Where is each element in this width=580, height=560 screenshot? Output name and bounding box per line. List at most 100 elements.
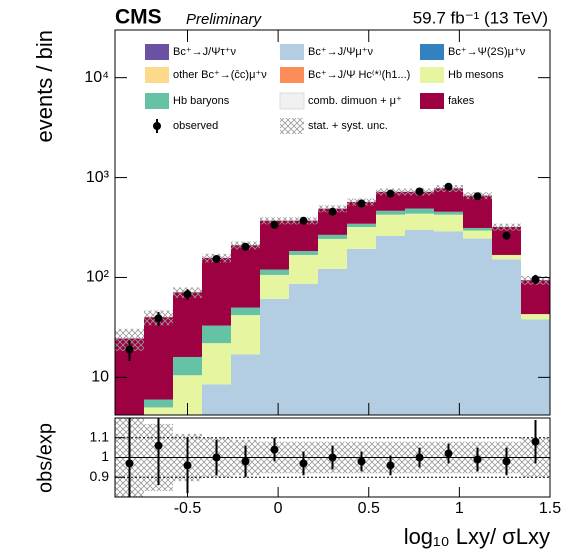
ratio-point — [502, 457, 511, 466]
main-plot — [115, 182, 550, 415]
y-tick-label: 10² — [86, 269, 110, 286]
stack-bar — [463, 227, 492, 231]
stack-bar — [492, 259, 521, 415]
legend: Bc⁺→J/Ψτ⁺ν Bc⁺→J/Ψμ⁺ν Bc⁺→Ψ(2S)μ⁺ν other Bc… — [145, 44, 526, 134]
ratio-point — [473, 455, 482, 464]
y-tick-label: 10³ — [86, 169, 110, 186]
stack-bar — [376, 191, 405, 211]
x-tick-label: 0 — [274, 500, 283, 517]
stack-bar — [376, 214, 405, 237]
stack-bar — [492, 226, 521, 255]
uncertainty-band — [115, 328, 144, 351]
stack-bar — [434, 211, 463, 215]
stack-bar — [173, 356, 202, 376]
preliminary-label: Preliminary — [186, 11, 263, 28]
legend-label: comb. dimuon + μ⁺ — [308, 95, 402, 107]
stack-bar — [318, 238, 347, 269]
observed-point — [328, 207, 337, 216]
observed-point — [473, 192, 482, 201]
stack-bar — [202, 343, 231, 385]
legend-label: other Bc⁺→(c̄c)μ⁺ν — [173, 69, 267, 81]
ratio-point — [212, 453, 221, 462]
stack-bar — [405, 208, 434, 214]
legend-label: Bc⁺→Ψ(2S)μ⁺ν — [448, 46, 526, 58]
y-tick-label: 10 — [91, 369, 109, 386]
stack-bar — [289, 254, 318, 285]
ratio-y-tick-label: 1.1 — [90, 428, 110, 444]
ratio-point — [531, 437, 540, 446]
observed-point — [386, 189, 395, 198]
stack-bar — [231, 354, 260, 415]
observed-point — [212, 255, 221, 264]
observed-point — [270, 220, 279, 229]
legend-marker — [153, 122, 161, 130]
legend-swatch — [420, 44, 444, 60]
legend-swatch — [145, 93, 169, 109]
stack-bar — [521, 319, 550, 415]
main-frame — [114, 29, 551, 416]
stack-bar — [202, 257, 231, 326]
stack-bar — [173, 292, 202, 357]
ratio-y-axis-label: obs/exp — [34, 423, 56, 493]
legend-swatch — [280, 67, 304, 83]
y-tick-label: 10⁴ — [84, 69, 109, 86]
stack-bar — [521, 280, 550, 315]
stack-bar — [521, 314, 550, 320]
stack-bar — [144, 399, 173, 408]
stack-bar — [434, 188, 463, 212]
observed-point — [502, 231, 511, 240]
ratio-point — [241, 457, 250, 466]
stack-bar — [434, 231, 463, 415]
legend-swatch — [420, 67, 444, 83]
stack-bar — [289, 220, 318, 252]
legend-swatch — [279, 92, 305, 110]
cms-label: CMS — [115, 6, 162, 29]
x-tick-label: 1 — [455, 500, 464, 517]
ratio-point — [444, 449, 453, 458]
ratio-frame — [114, 417, 551, 498]
ratio-point — [299, 459, 308, 468]
stack-bar — [492, 254, 521, 260]
observed-point — [125, 345, 134, 354]
stack-bar — [405, 229, 434, 415]
stack-bar — [463, 195, 492, 228]
ratio-point — [357, 457, 366, 466]
stack-bar — [173, 375, 202, 415]
ratio-point — [270, 445, 279, 454]
observed-point — [531, 275, 540, 284]
ratio-point — [415, 453, 424, 462]
stack-bar — [231, 245, 260, 308]
uncertainty-band — [492, 223, 521, 231]
ratio-point — [154, 441, 163, 450]
legend-label: fakes — [448, 95, 475, 107]
stack-bar — [376, 236, 405, 415]
stack-bar — [231, 307, 260, 316]
stack-bar — [144, 407, 173, 415]
stack-bar — [260, 274, 289, 299]
ratio-point — [328, 453, 337, 462]
stack-bar — [463, 238, 492, 415]
x-tick-label: 1.5 — [539, 500, 561, 517]
stack-bar — [376, 210, 405, 215]
stack-bar — [202, 384, 231, 415]
observed-point — [444, 182, 453, 191]
stack-bar — [347, 223, 376, 227]
stack-bar — [289, 284, 318, 415]
stack-bar — [347, 248, 376, 415]
observed-point — [183, 290, 192, 299]
stack-bar — [405, 191, 434, 209]
ratio-point — [386, 461, 395, 470]
ratio-point — [183, 461, 192, 470]
legend-label: Hb baryons — [173, 95, 230, 107]
stack-bar — [347, 226, 376, 249]
ratio-y-tick-label: 0.9 — [90, 468, 110, 484]
stack-bar — [260, 220, 289, 270]
observed-point — [415, 187, 424, 196]
ratio-plot — [115, 418, 550, 497]
legend-label: Bc⁺→J/Ψμ⁺ν — [308, 46, 374, 58]
stack-bar — [260, 298, 289, 415]
legend-swatch — [145, 67, 169, 83]
legend-label: observed — [173, 120, 218, 132]
observed-point — [357, 199, 366, 208]
